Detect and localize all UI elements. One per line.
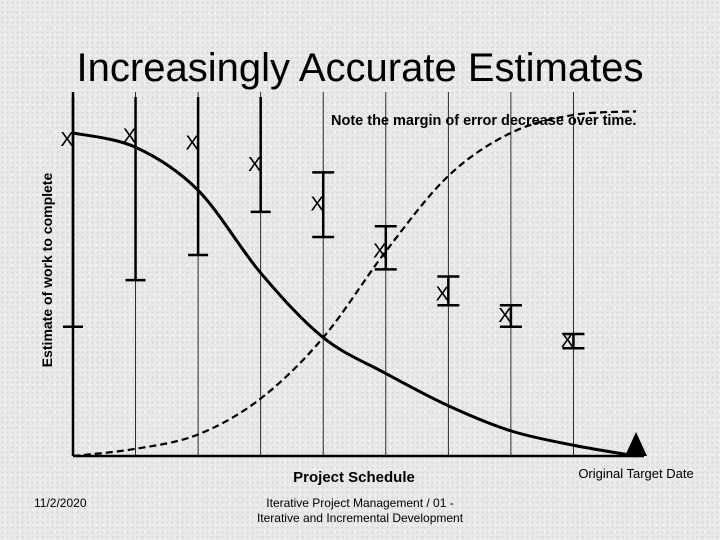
error-bar: X	[248, 97, 271, 214]
estimate-marker: X	[373, 240, 386, 262]
error-bars: X X X X X X X X X	[60, 97, 585, 352]
y-axis-label: Estimate of work to complete	[39, 173, 55, 368]
error-bar: X	[185, 97, 209, 257]
error-bar: X	[436, 275, 460, 307]
footer-date: 11/2/2020	[34, 496, 87, 510]
series-line-dashed	[72, 110, 637, 458]
error-bar: X	[60, 97, 83, 329]
chart-title: Increasingly Accurate Estimates	[76, 46, 644, 90]
estimate-marker: X	[311, 194, 324, 216]
estimate-marker: X	[561, 330, 574, 352]
estimate-marker: X	[60, 129, 73, 151]
chart-annotation: Note the margin of error decrease over t…	[331, 113, 636, 129]
estimate-marker: X	[436, 283, 449, 305]
estimate-marker: X	[185, 133, 198, 155]
grid-lines	[135, 92, 574, 456]
estimate-marker: X	[123, 125, 136, 147]
error-bar: X	[123, 97, 146, 282]
error-bar: X	[373, 224, 397, 271]
curves	[72, 110, 637, 458]
error-bar: X	[498, 303, 522, 329]
series-line-solid	[72, 131, 637, 458]
error-bar: X	[561, 330, 585, 352]
error-bar: X	[311, 171, 335, 239]
footer-text: Iterative Project Management / 01 - Iter…	[256, 496, 464, 525]
target-date-marker	[625, 432, 647, 456]
estimate-marker: X	[498, 305, 511, 327]
estimate-marker: X	[248, 154, 261, 176]
target-date-label: Original Target Date	[578, 466, 693, 481]
x-axis-label: Project Schedule	[293, 469, 415, 486]
